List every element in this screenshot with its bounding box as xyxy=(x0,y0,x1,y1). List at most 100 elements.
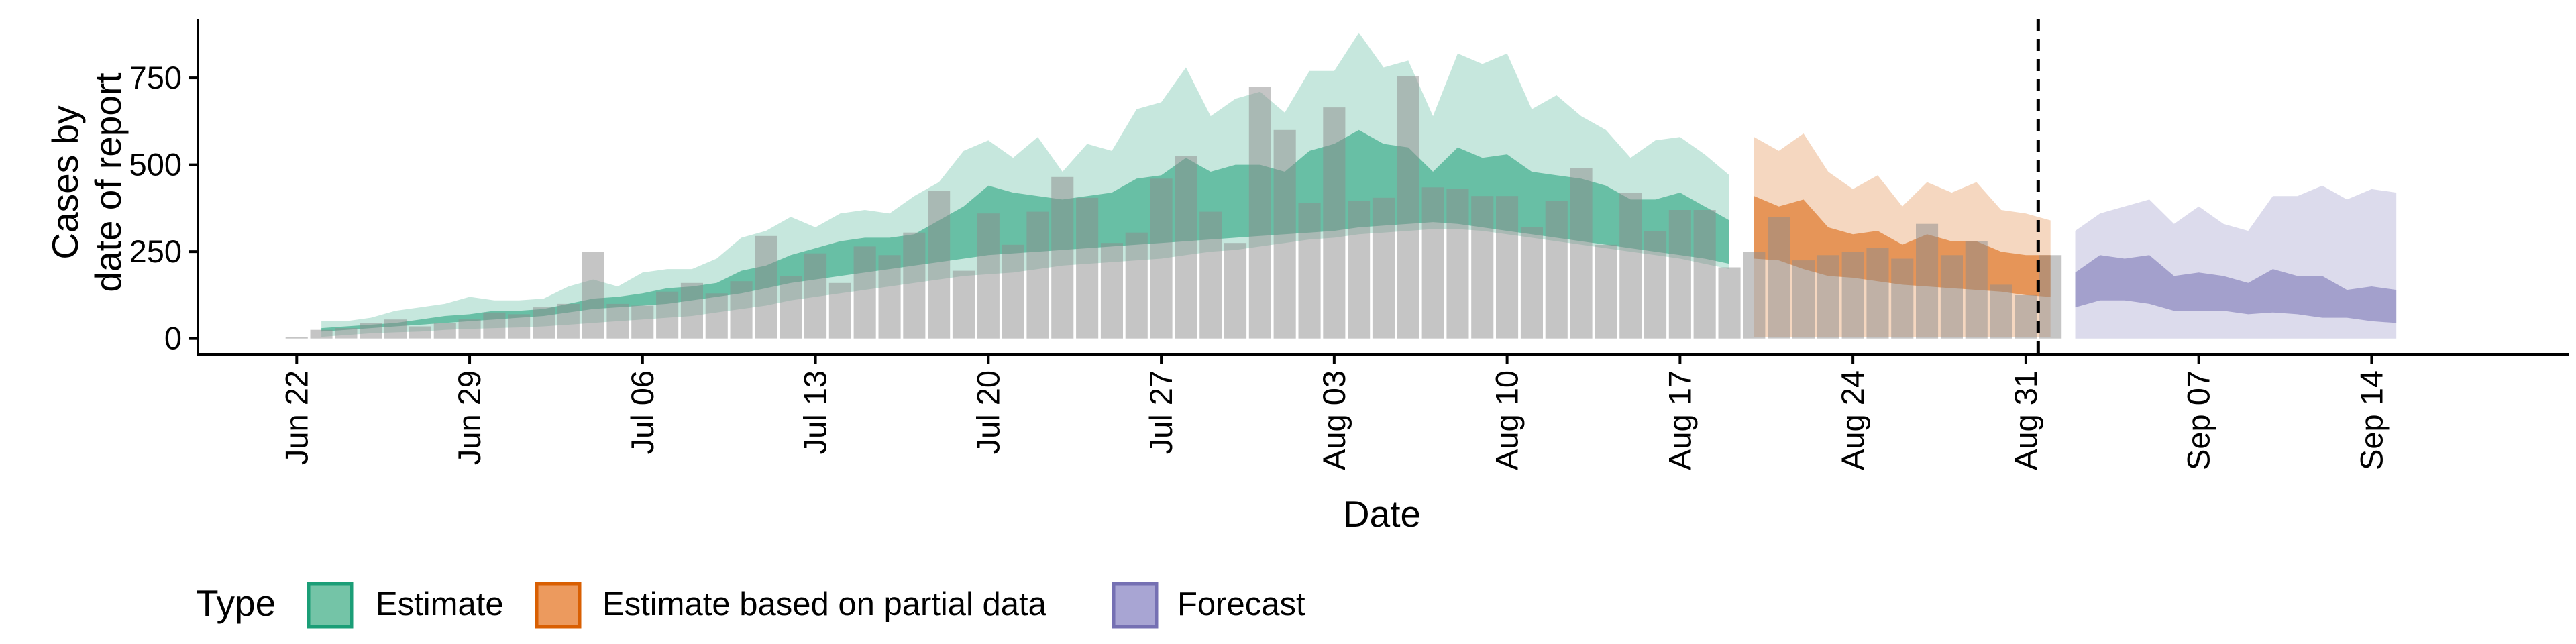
reported-case-bar xyxy=(1125,232,1148,339)
reported-case-bar xyxy=(1718,267,1741,339)
reported-case-bar xyxy=(1471,196,1494,339)
reported-case-bar xyxy=(1496,196,1519,339)
legend-item-estimate: Estimate xyxy=(307,582,504,629)
reported-case-bar xyxy=(1273,129,1296,339)
reported-case-bar xyxy=(780,276,802,339)
x-tick-label: Sep 07 xyxy=(2181,370,2216,470)
reported-case-bar xyxy=(1545,201,1568,339)
y-tick-label: 0 xyxy=(164,321,182,356)
reported-case-bar xyxy=(533,307,555,339)
reported-case-bar xyxy=(557,303,580,339)
reported-case-bar xyxy=(1175,156,1197,339)
reported-case-bar xyxy=(582,252,604,339)
x-tick-label: Aug 03 xyxy=(1316,370,1352,470)
reported-case-bar xyxy=(1570,168,1593,339)
reported-case-bar xyxy=(508,314,531,339)
x-tick-label: Jul 20 xyxy=(970,370,1006,454)
reported-case-bar xyxy=(1026,211,1049,339)
legend-key-partial-data xyxy=(535,582,582,629)
x-tick-label: Jul 13 xyxy=(798,370,833,454)
reported-case-bar xyxy=(1792,260,1815,339)
y-axis-title-line-2: date of report xyxy=(87,72,129,292)
x-tick-label: Jun 22 xyxy=(278,370,314,465)
reported-case-bar xyxy=(1866,248,1889,339)
reported-case-bars xyxy=(285,76,2062,339)
legend-key-forecast xyxy=(1112,582,1159,629)
reported-case-bar xyxy=(1743,252,1766,339)
x-tick-label: Sep 14 xyxy=(2353,370,2389,470)
reported-case-bar xyxy=(1421,187,1444,339)
x-tick-label: Jun 29 xyxy=(451,370,487,465)
legend-label-partial-data: Estimate based on partial data xyxy=(602,586,1047,623)
reported-case-bar xyxy=(1916,223,1939,339)
reported-case-bar xyxy=(1372,197,1395,339)
y-axis-title-line-1: Cases by xyxy=(44,105,86,260)
estimate-outer-band xyxy=(321,32,1729,337)
reported-case-bar xyxy=(483,312,506,339)
reported-case-bar xyxy=(804,253,827,339)
reported-case-bar xyxy=(1224,243,1247,339)
reported-case-bar xyxy=(1595,244,1617,339)
reported-case-bar xyxy=(1891,258,1914,339)
x-tick-label: Aug 24 xyxy=(1835,370,1870,470)
reported-case-bar xyxy=(1002,244,1024,339)
reported-case-bar xyxy=(2015,294,2037,339)
reported-case-bar xyxy=(1076,197,1099,339)
reported-case-bar xyxy=(384,319,407,339)
reported-case-bar xyxy=(1990,284,2012,339)
x-tick-label: Aug 17 xyxy=(1662,370,1697,470)
reported-case-bar xyxy=(1051,176,1074,339)
reported-case-bar xyxy=(1348,201,1371,339)
reported-case-bar xyxy=(310,329,333,339)
reported-case-bar xyxy=(680,282,703,339)
reported-case-bar xyxy=(1668,210,1691,339)
reported-case-bar xyxy=(730,281,753,339)
reported-case-bar xyxy=(1100,243,1123,339)
reported-case-bar xyxy=(1248,87,1271,339)
legend-key-estimate xyxy=(307,582,354,629)
reported-case-bar xyxy=(1841,252,1864,339)
reported-case-bar xyxy=(2039,255,2062,339)
reported-case-bar xyxy=(409,326,431,339)
x-tick-label: Jul 06 xyxy=(625,370,660,454)
reported-case-bar xyxy=(1323,107,1346,339)
reported-case-bar xyxy=(1965,241,1988,339)
legend-title: Type xyxy=(196,582,276,624)
reported-case-bar xyxy=(1768,217,1790,339)
legend-label-forecast: Forecast xyxy=(1177,586,1305,623)
reported-case-bar xyxy=(606,303,629,339)
y-tick-label: 750 xyxy=(129,60,182,95)
reported-case-bar xyxy=(1940,255,1963,339)
legend-label-estimate: Estimate xyxy=(376,586,504,623)
legend-item-partial-data: Estimate based on partial data xyxy=(535,582,1047,629)
y-tick-label: 500 xyxy=(129,147,182,182)
y-axis-title: Cases by date of report xyxy=(44,72,129,292)
x-axis-title: Date xyxy=(1343,493,1421,535)
x-tick-label: Aug 31 xyxy=(2008,370,2043,470)
reported-case-bar xyxy=(1644,231,1667,339)
legend-item-forecast: Forecast xyxy=(1112,582,1305,629)
x-axis-ticks: Jun 22 Jun 29 Jul 06 Jul 13 Jul 20 Jul 27 Aug … xyxy=(278,354,2389,470)
reported-case-bar xyxy=(631,305,654,339)
forecast-inner-band xyxy=(2075,255,2397,323)
reported-case-bar xyxy=(952,270,975,339)
x-tick-label: Aug 10 xyxy=(1489,370,1525,470)
x-tick-label: Jul 27 xyxy=(1143,370,1179,454)
reported-case-bar xyxy=(853,246,876,339)
reported-case-bar xyxy=(1298,203,1321,339)
reported-case-bar xyxy=(1199,211,1222,339)
axes: 0 250 500 750 Jun 22 Jun 29 Jul 06 Jul 13 Jul 2… xyxy=(129,19,2569,470)
plot-area xyxy=(285,19,2397,354)
reported-case-bar xyxy=(1817,255,1839,339)
reported-case-bar xyxy=(1693,210,1716,339)
reported-case-bar xyxy=(878,255,901,339)
reported-case-bar xyxy=(705,293,728,339)
reported-case-bar xyxy=(928,191,951,339)
reported-case-bar xyxy=(458,319,481,339)
reported-case-bar xyxy=(360,323,382,339)
reported-case-bar xyxy=(1619,193,1642,339)
estimate-inner-band xyxy=(321,129,1729,332)
reported-case-bar xyxy=(285,337,308,339)
reported-case-bar xyxy=(656,291,679,339)
